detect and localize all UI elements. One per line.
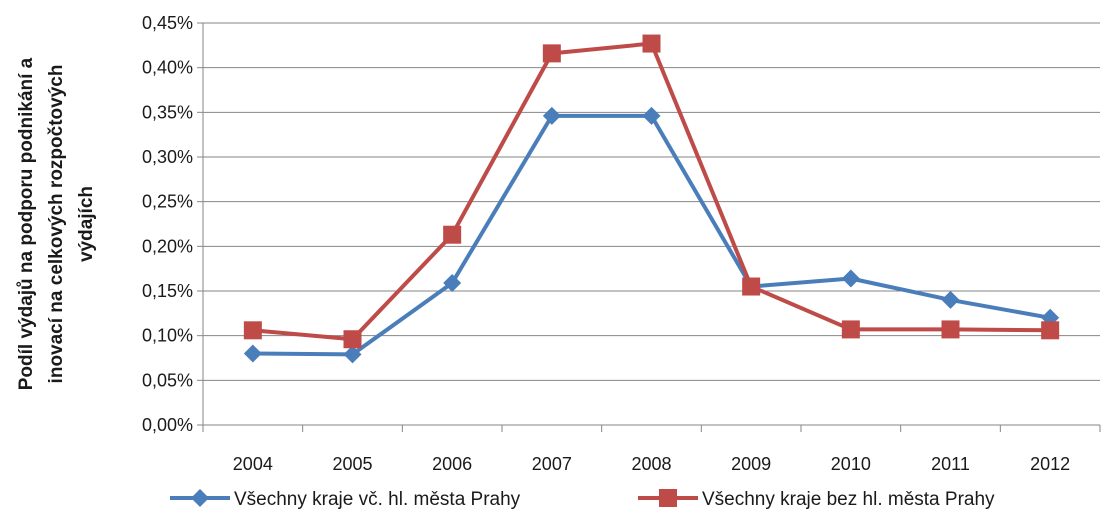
x-tick-label: 2005 [332,454,372,474]
x-tick-label: 2011 [931,454,970,474]
data-point [343,330,362,349]
legend-item-1: Všechny kraje vč. hl. města Prahy [170,489,521,510]
y-axis-label-line: výdajích [76,186,97,262]
data-point [841,320,860,339]
data-point [343,345,362,364]
y-tick-label: 0,10% [142,326,193,346]
y-tick-label: 0,15% [142,281,193,301]
y-tick-label: 0,20% [142,236,193,256]
gridlines [203,22,1100,381]
y-tick-label: 0,40% [142,58,193,78]
data-point [542,106,561,125]
x-tick-label: 2012 [1030,454,1070,474]
data-point [542,44,561,63]
y-tick-label: 0,05% [142,370,193,390]
series-2 [243,34,1060,349]
data-point [941,290,960,309]
data-point [742,277,761,296]
y-axis-label-line: Podíl výdajů na podporu podnikání a [16,57,37,390]
data-point [941,320,960,339]
x-tick-label: 2007 [532,454,572,474]
x-tick-label: 2010 [831,454,871,474]
y-tick-label: 0,30% [142,147,193,167]
y-tick-label: 0,00% [142,415,193,435]
legend-swatch-marker [659,489,677,507]
data-point [642,34,661,53]
x-tick-labels: 2004 2005 2006 2007 2008 2009 2010 2011 2012 [233,454,1070,474]
x-tick-label: 2008 [631,454,671,474]
data-point [841,269,860,288]
y-tick-label: 0,35% [142,102,193,122]
x-tick-label: 2009 [731,454,771,474]
axes [197,22,1101,432]
y-axis-label-line: inovací na celkových rozpočtových [46,65,67,384]
legend-label: Všechny kraje vč. hl. města Prahy [234,489,521,510]
y-tick-label: 0,45% [142,13,193,33]
data-point [443,273,462,292]
y-axis-label: Podíl výdajů na podporu podnikání a inova… [16,57,97,390]
legend-item-2: Všechny kraje bez hl. města Prahy [638,489,995,510]
legend-label: Všechny kraje bez hl. města Prahy [702,489,995,510]
x-tick-label: 2006 [432,454,472,474]
series-group [243,34,1060,364]
data-point [243,344,262,363]
data-point [443,225,462,244]
x-tick-label: 2004 [233,454,273,474]
y-tick-labels: 0,00% 0,05% 0,10% 0,15% 0,20% 0,25% 0,30% 0,35%… [142,13,193,435]
legend-swatch-marker [191,489,209,507]
data-point [1041,321,1060,340]
legend: Všechny kraje vč. hl. města Prahy Všechny… [170,489,995,510]
y-tick-label: 0,25% [142,192,193,212]
data-point [243,321,262,340]
data-point [642,106,661,125]
